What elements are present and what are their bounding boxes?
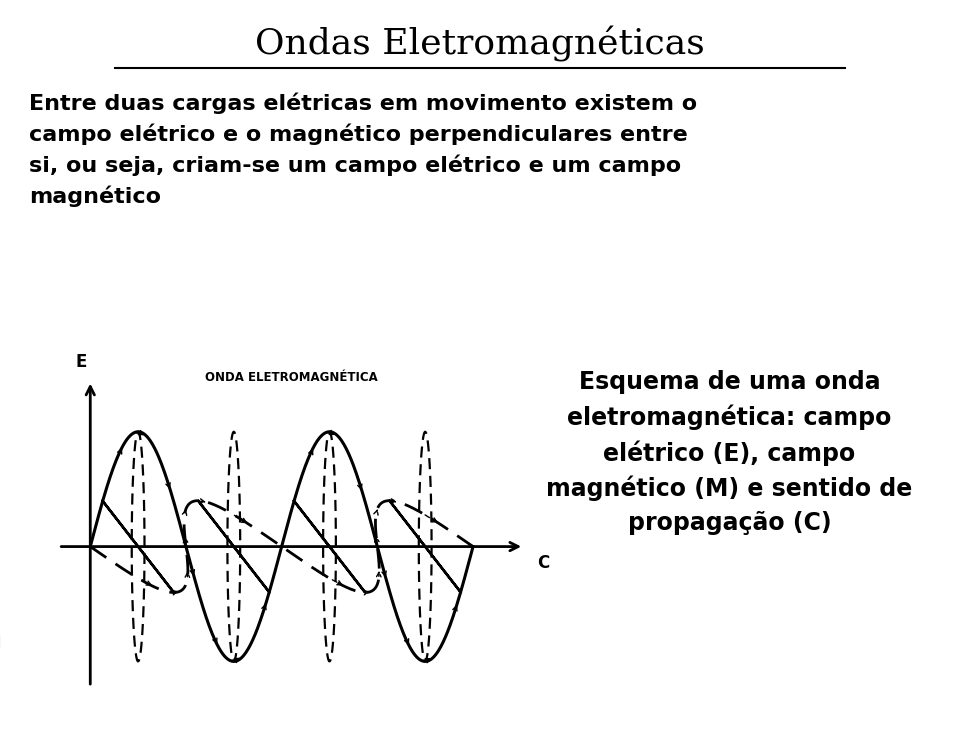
Text: Ondas Eletromagnéticas: Ondas Eletromagnéticas [255,26,705,62]
Text: Esquema de uma onda
eletromagnética: campo
elétrico (E), campo
magnético (M) e s: Esquema de uma onda eletromagnética: cam… [546,370,913,535]
Text: M: M [0,634,1,652]
Text: E: E [75,353,86,371]
Text: ONDA ELETROMAGNÉTICA: ONDA ELETROMAGNÉTICA [205,371,378,384]
Text: Entre duas cargas elétricas em movimento existem o
campo elétrico e o magnético : Entre duas cargas elétricas em movimento… [29,92,697,207]
Text: C: C [537,554,549,571]
